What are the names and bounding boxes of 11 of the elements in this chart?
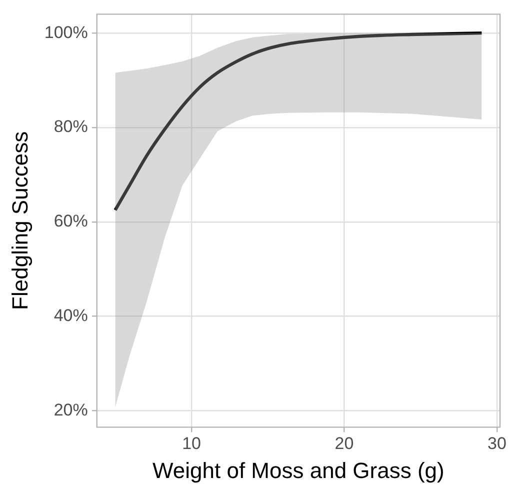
y-tick-label: 60% [54, 212, 88, 231]
y-tick-label: 80% [54, 117, 88, 136]
x-axis-title: Weight of Moss and Grass (g) [152, 458, 444, 483]
y-tick-label: 40% [54, 306, 88, 325]
line-series [114, 31, 484, 212]
x-tick-label: 20 [334, 434, 354, 454]
y-tick-label: 100% [44, 22, 88, 42]
y-tick-label: 20% [54, 400, 88, 420]
x-tick-label: 10 [182, 434, 202, 454]
x-tick-label: 30 [487, 434, 506, 454]
y-axis-title: Fledgling Success [7, 131, 32, 310]
